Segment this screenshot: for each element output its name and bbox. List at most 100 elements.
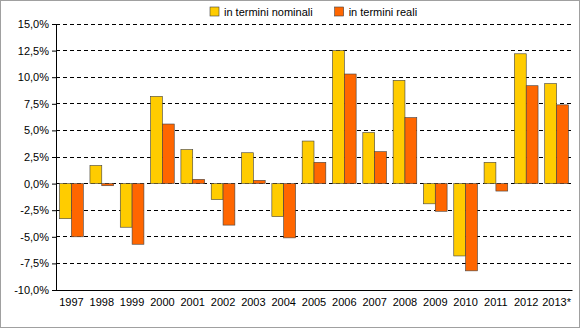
y-tick: 10,0% <box>18 71 56 83</box>
bar <box>120 184 132 228</box>
y-tick-label: -7,5% <box>20 257 49 269</box>
x-tick-label: 2001 <box>180 296 204 308</box>
legend-label: in termini reali <box>349 6 417 18</box>
bar <box>211 184 223 200</box>
x-tick-label: 2009 <box>423 296 447 308</box>
y-tick-label: 5,0% <box>24 124 49 136</box>
y-tick-mark <box>52 157 56 158</box>
legend-item: in termini nominali <box>210 6 313 18</box>
grid-line <box>56 130 572 131</box>
bar <box>545 84 557 184</box>
y-tick-label: -5,0% <box>20 231 49 243</box>
x-tick: 2007 <box>362 290 386 308</box>
x-tick: 1999 <box>120 290 144 308</box>
x-tick-label: 2006 <box>332 296 356 308</box>
y-tick: 7,5% <box>24 98 56 110</box>
x-tick: 2006 <box>332 290 356 308</box>
x-tick: 1998 <box>90 290 114 308</box>
y-tick: 12,5% <box>18 45 56 57</box>
y-tick: -2,5% <box>20 204 56 216</box>
x-tick: 2009 <box>423 290 447 308</box>
x-tick: 2013* <box>542 290 571 308</box>
bar <box>314 162 326 183</box>
bar <box>151 96 163 183</box>
legend-swatch <box>335 7 344 16</box>
bar <box>466 184 478 271</box>
x-tick-label: 2008 <box>393 296 417 308</box>
x-tick-label: 2004 <box>271 296 295 308</box>
bar <box>71 184 83 237</box>
grid-line <box>56 103 572 104</box>
x-tick: 2008 <box>393 290 417 308</box>
x-tick: 2011 <box>484 290 508 308</box>
y-tick: -10,0% <box>14 284 56 296</box>
bar <box>484 162 496 183</box>
bar <box>405 118 417 184</box>
x-tick: 2012 <box>514 290 538 308</box>
bar <box>284 184 296 238</box>
x-tick-label: 1999 <box>120 296 144 308</box>
y-tick: 2,5% <box>24 151 56 163</box>
y-tick-mark <box>52 130 56 131</box>
bar <box>344 74 356 184</box>
x-tick-label: 1997 <box>59 296 83 308</box>
y-tick-mark <box>52 184 56 185</box>
x-tick: 2001 <box>180 290 204 308</box>
series <box>71 74 568 271</box>
x-tick-label: 2000 <box>150 296 174 308</box>
x-axis: 1997 1998 1999 2000 2001 2002 2003 2004 2005 2006… <box>57 290 573 308</box>
x-tick-label: 2013* <box>542 296 571 308</box>
bar <box>90 166 102 184</box>
x-tick: 2002 <box>211 290 235 308</box>
x-tick-label: 2003 <box>241 296 265 308</box>
bar <box>514 54 526 184</box>
y-tick-mark <box>52 263 56 264</box>
plot: -10,0% -7,5% -5,0% -2,5% 0,0% 2,5% 5,0% 7,5% 10,… <box>14 18 572 308</box>
x-tick-label: 2005 <box>302 296 326 308</box>
chart: -10,0% -7,5% -5,0% -2,5% 0,0% 2,5% 5,0% 7,5% 10,… <box>0 0 580 328</box>
x-tick: 2004 <box>271 290 295 308</box>
x-tick: 2000 <box>150 290 174 308</box>
bar <box>435 184 447 212</box>
bar <box>181 150 193 184</box>
grid <box>56 24 572 290</box>
y-tick-label: 15,0% <box>18 18 49 30</box>
y-tick-mark <box>52 210 56 211</box>
bar <box>272 184 284 217</box>
bar <box>423 184 435 204</box>
x-tick-label: 1998 <box>90 296 114 308</box>
bar <box>526 86 538 184</box>
bar <box>496 184 508 191</box>
bar <box>302 141 314 184</box>
legend-label: in termini nominali <box>224 6 313 18</box>
y-axis: -10,0% -7,5% -5,0% -2,5% 0,0% 2,5% 5,0% 7,5% 10,… <box>14 18 56 296</box>
bar <box>454 184 466 256</box>
legend-swatch <box>210 7 219 16</box>
y-tick: -7,5% <box>20 257 56 269</box>
y-axis-line <box>52 25 57 291</box>
y-tick: 0,0% <box>24 178 56 190</box>
bar <box>223 184 235 225</box>
y-tick: 5,0% <box>24 124 56 136</box>
y-tick-mark <box>52 51 56 52</box>
grid-line <box>56 263 572 264</box>
legend-item: in termini reali <box>335 6 417 18</box>
legend: in termini nominali in termini reali <box>210 6 417 18</box>
x-tick-label: 2007 <box>362 296 386 308</box>
y-tick-label: 12,5% <box>18 45 49 57</box>
chart-border <box>1 1 580 328</box>
x-tick: 2003 <box>241 290 265 308</box>
y-tick-mark <box>52 24 56 25</box>
x-tick: 1997 <box>59 290 83 308</box>
bar <box>132 184 144 245</box>
y-tick-label: 7,5% <box>24 98 49 110</box>
y-tick-label: 0,0% <box>24 178 49 190</box>
bar <box>253 180 265 183</box>
bar <box>332 51 344 184</box>
y-tick: 15,0% <box>18 18 56 30</box>
y-tick-mark <box>52 237 56 238</box>
bar <box>557 105 569 184</box>
x-tick: 2010 <box>453 290 477 308</box>
grid-line <box>56 24 572 25</box>
bar <box>393 80 405 183</box>
